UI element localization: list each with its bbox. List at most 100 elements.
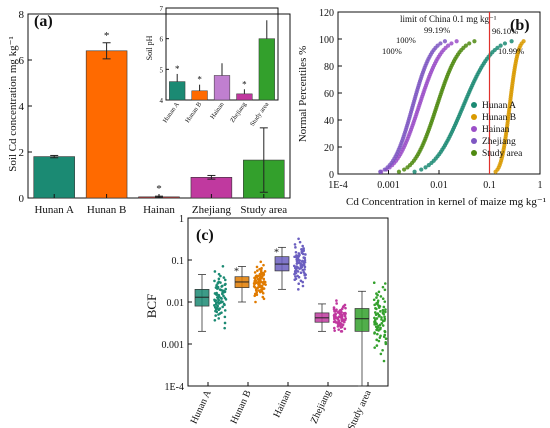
panel-c-data-point	[381, 324, 385, 327]
panel-c-data-point	[219, 296, 223, 300]
panel-c-data-point	[341, 323, 345, 327]
panel-c-data-point	[381, 311, 385, 315]
panel-c-data-point	[301, 284, 305, 288]
panel-c-data-point	[259, 270, 263, 274]
panel-c-data-point	[217, 272, 221, 276]
panel-a-bar	[33, 156, 75, 199]
panel-b-data-point	[382, 167, 387, 172]
inset-y-tick-label: 7	[160, 5, 164, 13]
panel-c-data-point	[224, 287, 227, 291]
panel-b-legend-label: Hainan	[482, 125, 510, 135]
panel-c-data-point	[344, 317, 348, 320]
panel-c-data-point	[221, 305, 224, 309]
inset-y-tick-label: 6	[160, 36, 164, 44]
panel-c-data-point	[223, 326, 226, 330]
panel-c-x-tick-label: Hunan A	[189, 388, 214, 426]
panel-c-data-point	[221, 264, 225, 268]
panel-b-percent-label: 10.99%	[498, 46, 524, 56]
panel-b-y-tick-label: 80	[324, 62, 334, 73]
panel-c-data-point	[372, 281, 376, 285]
panel-c-data-point	[377, 290, 381, 294]
panel-c-data-point	[379, 295, 383, 298]
panel-c-data-point	[303, 258, 307, 262]
panel-c-y-tick-label: 0.001	[162, 340, 185, 351]
panel-c-data-point	[220, 311, 223, 314]
panel-c-data-point	[383, 317, 387, 321]
panel-b-percentile-chart: (b) Normal Percentiles % Cd Concentratio…	[297, 8, 546, 208]
panel-c-box	[354, 308, 370, 332]
inset-y-tick-label: 5	[160, 66, 164, 74]
panel-b-data-point	[463, 43, 469, 48]
panel-c-data-point	[344, 306, 347, 310]
panel-c-data-point	[375, 338, 378, 342]
panel-c-data-point	[333, 329, 336, 332]
panel-c-label: (c)	[196, 227, 214, 244]
inset-significance-mark: *	[197, 75, 202, 85]
panel-c-data-point	[375, 344, 379, 347]
inset-bar	[258, 38, 275, 101]
panel-c-data-point	[300, 248, 303, 251]
panel-c-data-point	[218, 307, 222, 310]
panel-c-data-point	[380, 316, 383, 319]
panel-b-data-point	[454, 39, 459, 44]
panel-b-y-axis-title: Normal Percentiles %	[297, 46, 309, 143]
panel-c-data-point	[294, 246, 297, 249]
panel-b-data-point	[396, 169, 402, 174]
panel-c-data-point	[223, 315, 227, 319]
panel-c-data-point	[215, 291, 218, 295]
panel-a-bar-chart: (a) Soil Cd concentration mg kg⁻¹ 02468 …	[7, 5, 291, 216]
panel-c-data-point	[304, 276, 307, 280]
panel-c-data-point	[217, 317, 221, 320]
panel-b-data-point	[467, 41, 472, 46]
panel-a-bar	[85, 50, 128, 199]
panel-c-significance-mark: *	[274, 247, 279, 258]
panel-c-data-point	[293, 255, 296, 259]
panel-c-data-point	[335, 308, 338, 311]
panel-b-data-point	[438, 41, 443, 46]
panel-c-data-point	[303, 268, 306, 271]
panel-c-data-point	[262, 280, 266, 283]
panel-c-data-point	[332, 326, 336, 330]
panel-c-significance-mark: *	[234, 267, 239, 278]
panel-c-data-point	[383, 315, 386, 319]
panel-c-data-point	[340, 330, 344, 333]
panel-c-data-point	[384, 310, 387, 314]
panel-b-data-point	[402, 167, 407, 172]
panel-c-x-tick-label: Hainan	[272, 389, 294, 420]
panel-b-legend-label: Study area	[482, 149, 523, 159]
panel-b-y-tick-label: 60	[324, 89, 334, 100]
panel-c-data-point	[334, 312, 337, 316]
panel-a-inset-chart: Soil pH 4 5 6 7 * * * Hunan A Hunan B Hainan Zhe…	[145, 5, 279, 128]
panel-c-data-point	[301, 280, 305, 284]
inset-bar	[169, 81, 186, 101]
panel-b-data-point	[412, 169, 417, 174]
panel-c-data-point	[297, 282, 301, 286]
panel-c-data-point	[294, 250, 298, 254]
panel-b-legend-marker	[471, 150, 477, 156]
panel-c-data-point	[219, 274, 222, 278]
panel-a-x-tick-label: Study area	[240, 204, 287, 216]
panel-a-y-tick-label: 2	[19, 147, 25, 159]
panel-c-data-point	[215, 284, 218, 287]
panel-c-data-point	[258, 267, 261, 271]
inset-y-tick-label: 4	[160, 97, 164, 105]
panel-b-legend-marker	[471, 114, 477, 120]
panel-c-data-point	[379, 334, 382, 338]
panel-c-data-point	[384, 308, 387, 311]
panel-c-data-point	[218, 288, 222, 291]
panel-c-data-point	[259, 260, 263, 264]
panel-b-legend-marker	[471, 138, 477, 144]
panel-b-data-point	[472, 39, 477, 44]
panel-c-data-point	[380, 318, 383, 321]
panel-b-data-point	[378, 169, 383, 174]
inset-x-tick-label: Hainan	[209, 101, 226, 121]
panel-b-y-tick-label: 100	[319, 35, 334, 46]
panel-b-data-point	[495, 45, 500, 50]
inset-x-tick-label: Study area	[249, 101, 271, 128]
panel-b-x-tick-label: 0.1	[483, 180, 496, 191]
panel-c-data-point	[304, 253, 307, 256]
panel-a-x-tick-label: Hunan B	[87, 204, 126, 216]
panel-c-data-point	[374, 306, 377, 310]
panel-c-data-point	[343, 311, 347, 315]
